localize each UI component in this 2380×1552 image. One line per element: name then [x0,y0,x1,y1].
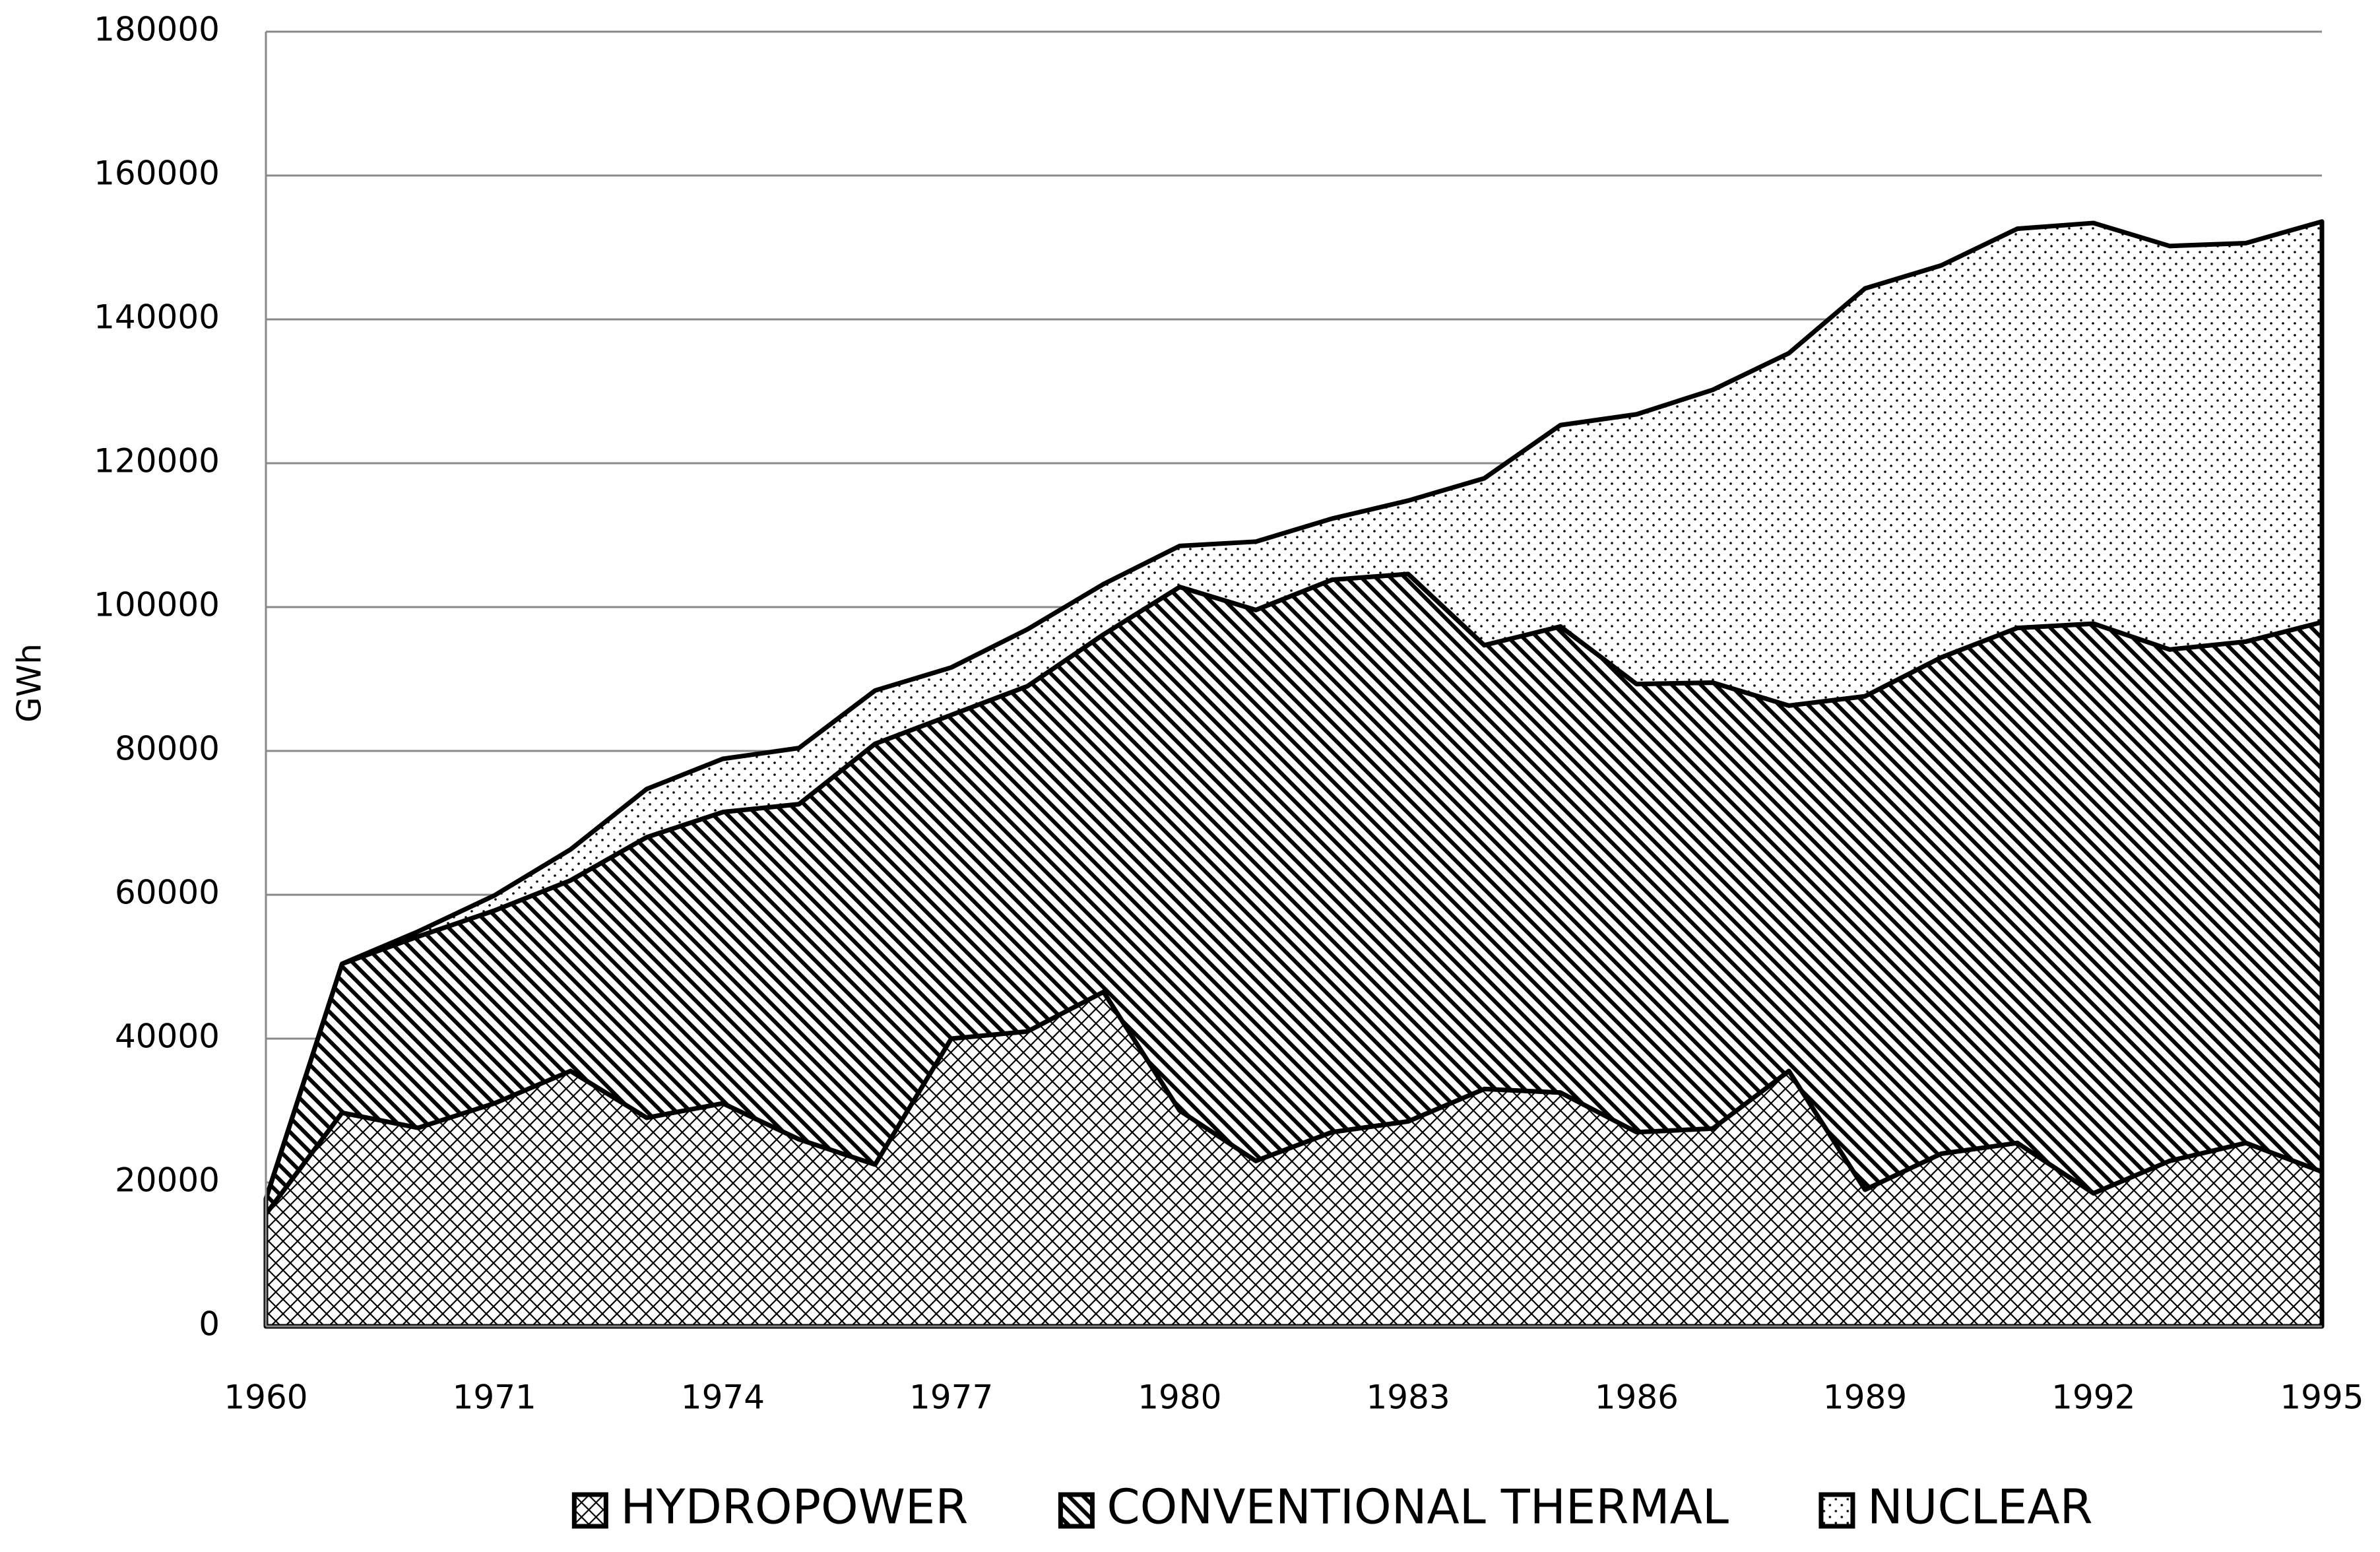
legend-swatch [1818,1492,1855,1529]
x-tick-label: 1977 [909,1378,993,1417]
x-tick-label: 1986 [1595,1378,1679,1417]
x-tick-label: 1983 [1366,1378,1450,1417]
legend-swatch [571,1492,608,1529]
y-tick-label: 0 [199,1305,220,1343]
x-tick-label: 1995 [2280,1378,2364,1417]
x-tick-label: 1960 [224,1378,307,1417]
x-tick-label: 1980 [1138,1378,1221,1417]
y-tick-label: 60000 [115,874,220,912]
y-tick-label: 140000 [94,298,220,337]
x-tick-label: 1974 [681,1378,765,1417]
y-tick-label: 100000 [94,586,220,624]
y-tick-label: 80000 [115,730,220,768]
x-tick-label: 1989 [1823,1378,1907,1417]
legend-label: NUCLEAR [1867,1479,2093,1535]
y-tick-label: 120000 [94,442,220,480]
y-tick-label: 20000 [115,1161,220,1200]
area [263,219,2325,1202]
y-tick-label: 40000 [115,1018,220,1056]
x-tick-label: 1992 [2051,1378,2135,1417]
y-tick-label: 180000 [94,11,220,49]
legend-swatch [1058,1492,1095,1529]
legend: HYDROPOWER CONVENTIONAL THERMAL NUCLEAR [571,1479,2093,1535]
legend-label: CONVENTIONAL THERMAL [1107,1479,1729,1535]
legend-label: HYDROPOWER [620,1479,968,1535]
y-axis-label: GWh [11,643,49,723]
x-tick-label: 1971 [453,1378,536,1417]
y-tick-label: 160000 [94,154,220,193]
